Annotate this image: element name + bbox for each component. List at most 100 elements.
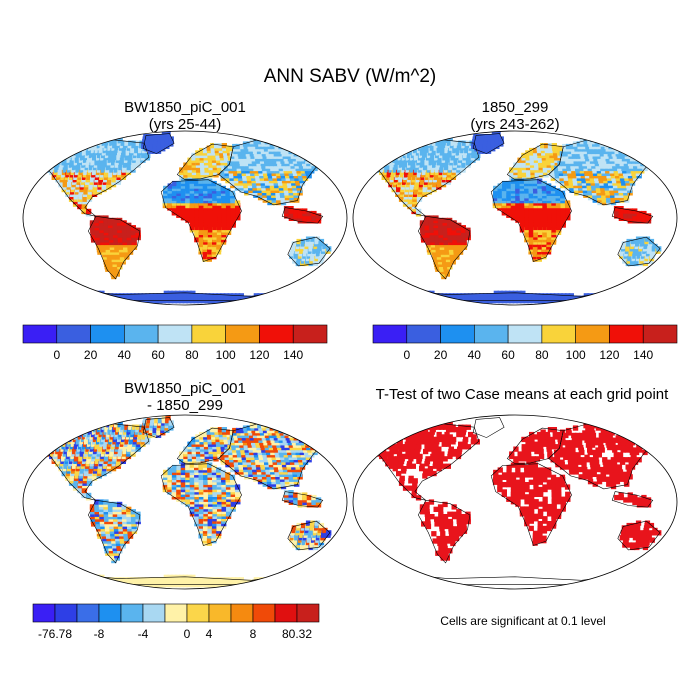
- grid-cell: [628, 293, 634, 299]
- grid-cell: [310, 146, 317, 152]
- grid-cell: [502, 180, 508, 187]
- grid-cell: [312, 148, 318, 155]
- grid-cell: [293, 143, 300, 150]
- grid-cell: [67, 147, 73, 154]
- coastline-southAmerica: [87, 215, 141, 280]
- grid-cell: [220, 185, 226, 192]
- grid-cell: [540, 143, 546, 149]
- grid-cell: [581, 298, 587, 304]
- grid-cell: [553, 293, 560, 299]
- grid-cell: [402, 290, 409, 296]
- grid-cell: [399, 290, 405, 296]
- grid-cell: [81, 427, 87, 433]
- grid-cell: [119, 293, 125, 299]
- grid-cell: [296, 238, 302, 245]
- grid-cell: [73, 427, 79, 433]
- grid-cell: [113, 422, 120, 428]
- grid-cell: [407, 298, 413, 304]
- grid-cell: [241, 295, 247, 301]
- grid-cell: [410, 298, 417, 304]
- grid-cell: [406, 290, 412, 296]
- grid-cell: [206, 145, 212, 151]
- grid-cell: [546, 293, 552, 299]
- grid-cell: [165, 131, 171, 137]
- grid-cell: [484, 134, 490, 140]
- grid-cell: [308, 148, 314, 155]
- grid-cell: [373, 162, 379, 168]
- grid-cell: [384, 157, 390, 163]
- grid-cell: [381, 147, 387, 154]
- grid-cell: [486, 293, 492, 299]
- grid-cell: [120, 140, 126, 146]
- grid-cell: [50, 150, 56, 156]
- coastline-africa: [160, 179, 242, 262]
- grid-cell: [207, 178, 213, 184]
- grid-cell: [91, 422, 97, 428]
- grid-cell: [646, 156, 652, 162]
- grid-cell: [168, 420, 174, 426]
- grid-cell: [59, 288, 66, 294]
- grid-cell: [60, 145, 66, 151]
- grid-cell: [625, 298, 631, 304]
- grid-cell: [480, 134, 486, 140]
- grid-cell: [195, 150, 201, 156]
- grid-cell: [408, 293, 414, 299]
- map-1-cells: [373, 131, 662, 304]
- grid-cell: [598, 293, 604, 299]
- grid-cell: [208, 293, 215, 299]
- grid-cell: [441, 293, 447, 299]
- figure-title: ANN SABV (W/m^2): [264, 66, 437, 87]
- grid-cell: [623, 208, 629, 214]
- grid-cell: [391, 150, 398, 156]
- grid-cell: [267, 295, 273, 301]
- grid-cell: [46, 441, 52, 447]
- grid-cell: [262, 298, 268, 304]
- grid-cell: [458, 140, 464, 146]
- grid-cell: [198, 462, 204, 468]
- grid-cell: [217, 143, 224, 149]
- grid-cell: [205, 293, 211, 299]
- grid-cell: [629, 298, 635, 304]
- grid-cell: [391, 290, 397, 296]
- grid-cell: [64, 429, 70, 435]
- map-panel-case2: [352, 130, 678, 306]
- grid-cell: [130, 225, 136, 231]
- panel-3-title-line1: T-Test of two Case means at each grid po…: [376, 386, 669, 403]
- grid-cell: [306, 146, 313, 152]
- grid-cell: [59, 293, 65, 299]
- grid-cell: [631, 238, 637, 245]
- grid-cell: [627, 295, 633, 301]
- grid-cell: [81, 293, 87, 299]
- grid-cell: [384, 150, 390, 156]
- grid-cell: [599, 298, 606, 304]
- grid-cell: [95, 422, 101, 428]
- grid-cell: [293, 288, 300, 294]
- grid-cell: [429, 298, 435, 304]
- grid-cell: [85, 293, 91, 299]
- grid-cell: [52, 152, 58, 159]
- grid-cell: [506, 180, 512, 187]
- coastline-seAsia: [281, 207, 324, 224]
- grid-cell: [416, 295, 423, 301]
- grid-cell: [146, 418, 153, 424]
- grid-cell: [107, 501, 114, 508]
- grid-cell: [620, 288, 626, 294]
- grid-cell: [68, 295, 74, 301]
- grid-cell: [112, 501, 118, 508]
- grid-cell: [86, 424, 92, 430]
- grid-cell: [320, 156, 326, 162]
- grid-cell: [56, 152, 62, 159]
- grid-cell: [115, 293, 121, 299]
- grid-cell: [392, 298, 398, 304]
- grid-cell: [643, 158, 649, 164]
- grid-cell: [547, 143, 554, 149]
- grid-cell: [283, 206, 290, 212]
- grid-cell: [58, 150, 64, 156]
- grid-cell: [70, 293, 76, 299]
- coastline-southAmerica: [417, 215, 471, 280]
- grid-cell: [98, 215, 105, 221]
- grid-cell: [75, 140, 81, 146]
- grid-cell: [479, 293, 485, 299]
- grid-cell: [60, 436, 66, 443]
- grid-cell: [393, 293, 399, 299]
